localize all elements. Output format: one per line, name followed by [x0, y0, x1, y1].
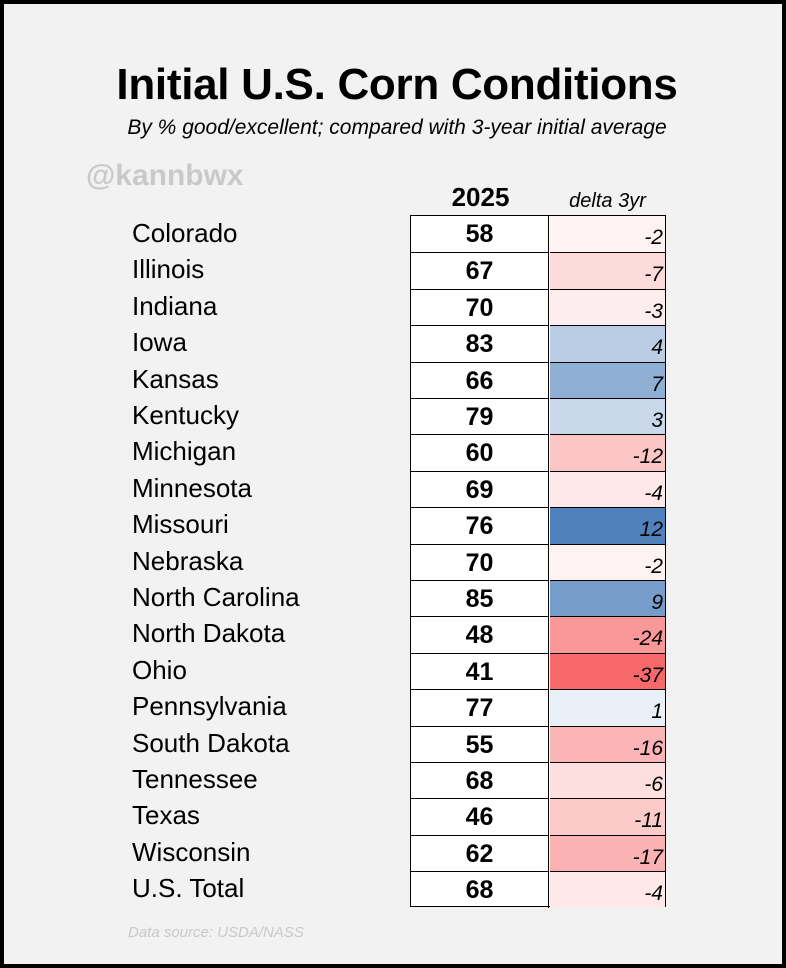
delta-cell: 12: [550, 507, 665, 544]
state-label: Tennessee: [132, 764, 258, 794]
state-label: Ohio: [132, 654, 187, 685]
state-label: North Carolina: [132, 582, 300, 612]
state-label: Nebraska: [132, 545, 244, 576]
value-cell: 48: [411, 616, 549, 653]
data-source: Data source: USDA/NASS: [128, 924, 304, 941]
delta-cell: -6: [550, 762, 665, 799]
delta-cell: -2: [550, 543, 665, 580]
delta-cell: -11: [550, 798, 665, 835]
state-label: Iowa: [132, 327, 187, 358]
column-header-delta: delta 3yr: [569, 190, 646, 212]
delta-cell: 3: [550, 398, 665, 435]
state-label: Michigan: [132, 436, 237, 467]
value-cell: 67: [411, 252, 549, 289]
value-cell: 77: [411, 689, 549, 726]
state-label: Minnesota: [132, 472, 252, 503]
delta-cell: -3: [550, 288, 665, 326]
value-cell: 79: [411, 398, 549, 435]
delta-cell: 4: [550, 325, 665, 362]
delta-cell: -16: [550, 725, 665, 762]
state-label: South Dakota: [132, 727, 290, 758]
state-label: Illinois: [132, 254, 205, 285]
chart-title: Initial U.S. Corn Conditions: [116, 60, 678, 109]
value-cell: 66: [411, 361, 549, 398]
delta-cell: -7: [550, 252, 665, 289]
value-cell: 83: [411, 325, 549, 362]
state-label: Indiana: [132, 290, 218, 321]
delta-cell: 9: [550, 580, 665, 617]
state-label: Texas: [132, 800, 200, 831]
delta-cell: -37: [550, 652, 665, 690]
delta-cell: -2: [550, 216, 665, 253]
value-cell: 70: [411, 543, 549, 580]
value-cell: 62: [411, 834, 549, 872]
state-label: U.S. Total: [132, 873, 245, 904]
value-cell: 46: [411, 798, 549, 835]
delta-cell: -24: [550, 616, 665, 653]
value-cell: 68: [411, 871, 549, 908]
value-cell: 41: [411, 652, 549, 690]
delta-cell: -17: [550, 834, 665, 872]
state-label: Kansas: [132, 363, 219, 394]
delta-cell: 1: [550, 689, 665, 726]
delta-cell: -4: [550, 470, 665, 508]
state-label: Kentucky: [132, 400, 239, 430]
value-cell: 60: [411, 434, 549, 471]
value-cell: 70: [411, 288, 549, 326]
value-cell: 85: [411, 580, 549, 617]
author-handle: @kannbwx: [86, 159, 244, 192]
value-cell: 76: [411, 507, 549, 544]
value-cell: 69: [411, 470, 549, 508]
delta-cell: -4: [550, 871, 665, 908]
delta-cell: -12: [550, 434, 665, 471]
delta-cell: 7: [550, 361, 665, 398]
column-header-2025: 2025: [451, 182, 510, 212]
value-cell: 55: [411, 725, 549, 762]
state-label: North Dakota: [132, 618, 286, 649]
state-label: Wisconsin: [132, 836, 251, 867]
state-label: Colorado: [132, 218, 238, 248]
state-label: Missouri: [132, 509, 229, 540]
chart-subtitle: By % good/excellent; compared with 3-yea…: [127, 116, 667, 139]
value-cell: 68: [411, 762, 549, 799]
state-label: Pennsylvania: [132, 691, 287, 722]
value-cell: 58: [411, 216, 549, 253]
